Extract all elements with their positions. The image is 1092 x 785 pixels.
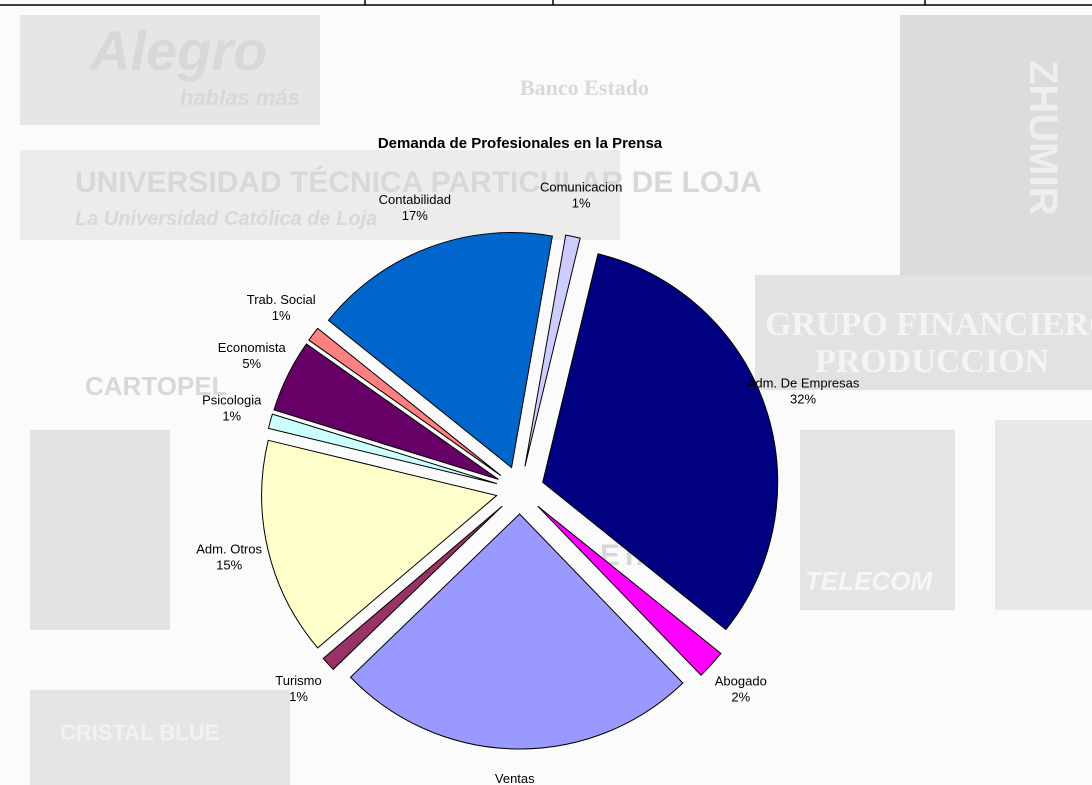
pie-slice bbox=[524, 234, 581, 467]
category-label: Trab. Social bbox=[247, 292, 316, 307]
category-label: Turismo bbox=[275, 673, 321, 688]
slice-label: Trab. Social 1% bbox=[247, 292, 316, 323]
logo-text: CARTOPEL bbox=[85, 371, 228, 401]
value-label: 1% bbox=[289, 689, 308, 704]
pie-slice bbox=[542, 253, 779, 631]
pie-slice bbox=[537, 505, 722, 676]
pie-slice bbox=[308, 327, 502, 476]
pie-slice bbox=[261, 439, 498, 649]
pie-slice bbox=[349, 513, 684, 750]
logo-box bbox=[800, 430, 955, 610]
logo-text: GRUPO FINANCIERO bbox=[765, 306, 1092, 343]
logo-box bbox=[30, 690, 290, 785]
logo-text: Banco Estado bbox=[520, 75, 649, 100]
category-label: Abogado bbox=[715, 674, 767, 689]
value-label: 17% bbox=[402, 208, 428, 223]
logo-box bbox=[30, 430, 170, 630]
value-label: 1% bbox=[272, 308, 291, 323]
table-row bbox=[0, 0, 1092, 6]
value-label: 2% bbox=[731, 690, 750, 705]
category-label: Adm. De Empresas bbox=[747, 376, 860, 391]
logo-text: ZHUMIR bbox=[1021, 60, 1065, 216]
logo-text: La Universidad Católica de Loja bbox=[75, 208, 377, 230]
slice-label: Comunicacion 1% bbox=[540, 179, 622, 210]
logo-text: CRISTAL BLUE bbox=[60, 720, 219, 745]
category-label: Adm. Otros bbox=[196, 541, 262, 556]
slice-label: Adm. De Empresas 32% bbox=[747, 376, 860, 407]
logo-text: PRODUCCION bbox=[815, 343, 1050, 380]
pie-slice bbox=[273, 343, 499, 480]
value-label: 5% bbox=[242, 356, 261, 371]
category-label: Contabilidad bbox=[379, 192, 451, 207]
pie-slice bbox=[327, 232, 553, 469]
value-label: 32% bbox=[790, 392, 816, 407]
slice-label: Abogado 2% bbox=[715, 674, 767, 705]
value-label: 15% bbox=[216, 557, 242, 572]
logo-text: hablas más bbox=[180, 85, 300, 110]
slice-label: Ventas25% bbox=[495, 771, 535, 785]
pie-slice bbox=[322, 505, 503, 671]
logo-box bbox=[995, 420, 1092, 610]
slice-label: Economista 5% bbox=[218, 340, 287, 371]
logo-box bbox=[20, 15, 320, 125]
logo-text: UNIVERSIDAD TÉCNICA PARTICULAR DE LOJA bbox=[75, 165, 762, 199]
slice-label: Adm. Otros 15% bbox=[196, 541, 262, 572]
logo-text: TELECOM bbox=[805, 566, 933, 596]
slice-label: Contabilidad 17% bbox=[379, 192, 451, 223]
logo-box bbox=[755, 275, 1092, 390]
value-label: 1% bbox=[222, 409, 241, 424]
logo-box bbox=[900, 15, 1092, 275]
logo-text: Alegro bbox=[88, 19, 267, 82]
chart-title: Demanda de Profesionales en la Prensa bbox=[378, 135, 663, 152]
category-label: Psicologia bbox=[202, 393, 262, 408]
logo-box bbox=[20, 150, 620, 240]
category-label: Economista bbox=[218, 340, 287, 355]
slice-label: Turismo 1% bbox=[275, 673, 321, 704]
pie-slice bbox=[267, 413, 498, 485]
slice-label: Psicologia 1% bbox=[202, 393, 262, 424]
category-label: Ventas bbox=[495, 771, 535, 785]
category-label: Comunicacion bbox=[540, 179, 622, 194]
value-label: 1% bbox=[572, 195, 591, 210]
